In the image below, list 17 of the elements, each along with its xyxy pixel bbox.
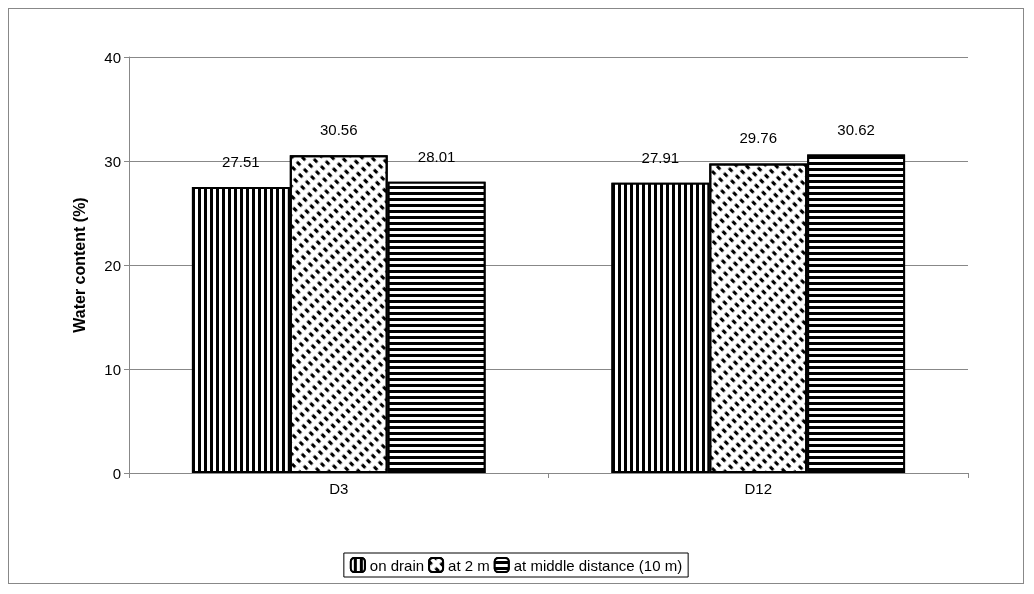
legend-label: on drain [369,556,425,574]
legend-label: at middle distance (10 m) [513,556,683,574]
y-tick-label: 20 [104,256,121,274]
data-label: 27.91 [641,148,680,166]
y-axis-title: Water content (%) [70,197,88,333]
y-tick-label: 30 [104,152,121,170]
data-label: 27.51 [222,152,260,170]
data-label: 30.56 [319,121,358,139]
y-tick-label: 40 [104,48,121,66]
y-tick-label: 0 [112,464,121,482]
x-tick-label: D12 [744,480,773,497]
legend-label: at 2 m [448,556,490,574]
y-tick-label: 10 [104,360,121,378]
data-label: 28.01 [417,147,456,165]
data-label: 30.62 [837,120,875,138]
x-tick-label: D3 [329,480,349,497]
data-label: 29.76 [739,129,778,147]
